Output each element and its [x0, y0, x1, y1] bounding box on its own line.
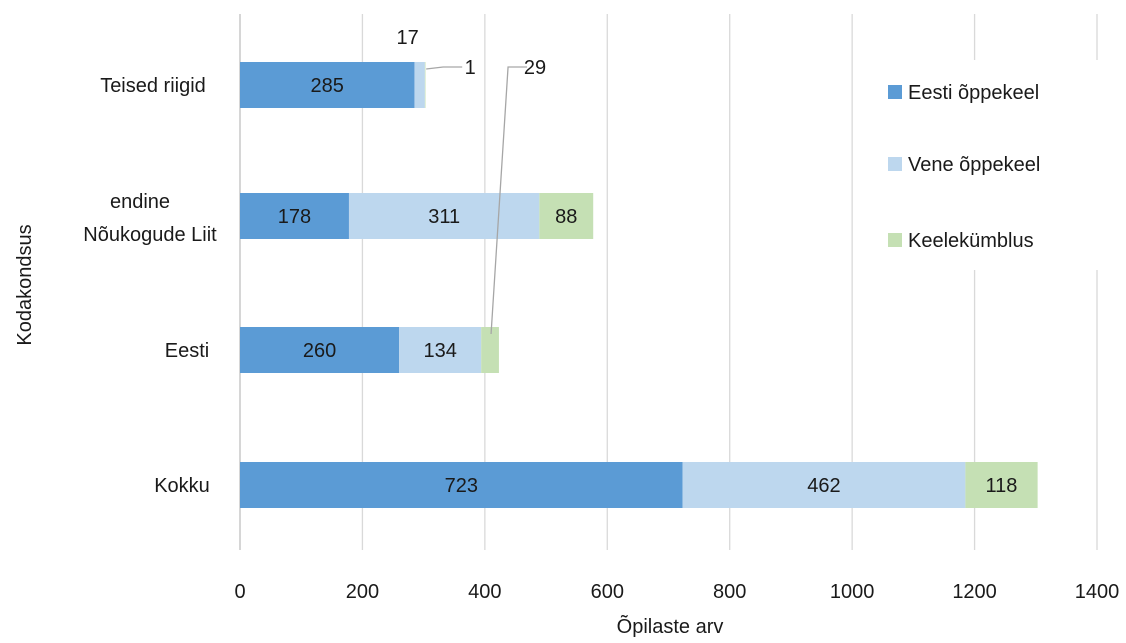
category-label-line: Nõukogude Liit [83, 224, 217, 246]
category-label: Eesti [165, 340, 209, 362]
bar-segment [424, 62, 426, 108]
data-label: 1 [465, 57, 476, 79]
data-label: 88 [555, 206, 577, 228]
x-tick-label: 1400 [1075, 581, 1120, 603]
bar-segment [539, 193, 594, 239]
category-labels: Teised riigid endine Nõukogude Liit Eesti Ko… [83, 75, 217, 497]
bar-segment [240, 193, 349, 239]
legend-swatch [888, 233, 902, 247]
x-tick-label: 600 [591, 581, 624, 603]
x-tick-label: 200 [346, 581, 379, 603]
leader-line [490, 66, 528, 335]
x-tick-label: 0 [234, 581, 245, 603]
data-label: 311 [428, 206, 460, 228]
x-tick-label: 1000 [830, 581, 875, 603]
legend-label: Eesti õppekeel [908, 82, 1039, 104]
data-label: 17 [397, 27, 419, 49]
x-tick-label: 1200 [952, 581, 997, 603]
legend-label: Vene õppekeel [908, 154, 1040, 176]
bar-segment [682, 462, 966, 508]
x-tick-label: 400 [468, 581, 501, 603]
bar-segment [240, 462, 683, 508]
bars [240, 62, 1038, 508]
bar-segment [348, 193, 540, 239]
x-tick-labels: 0 200 400 600 800 1000 1200 1400 [234, 581, 1119, 603]
bar-segment [240, 62, 415, 108]
data-label: 178 [278, 206, 311, 228]
category-label: Teised riigid [100, 75, 206, 97]
data-label: 285 [311, 75, 344, 97]
y-axis-title: Kodakondsus [14, 224, 36, 345]
category-label: endine Nõukogude Liit [83, 191, 217, 246]
data-labels: 285 17 1 178 311 88 260 134 29 723 462 118 [278, 27, 1018, 497]
bar-segment [240, 327, 400, 373]
bar-segment [481, 327, 499, 373]
data-label: 134 [423, 340, 456, 362]
legend-swatch [888, 85, 902, 99]
data-label: 462 [807, 475, 840, 497]
bar-segment [965, 462, 1038, 508]
data-label: 118 [986, 475, 1018, 497]
bar-segment [399, 327, 482, 373]
x-tick-label: 800 [713, 581, 746, 603]
data-label: 723 [445, 475, 478, 497]
legend: Eesti õppekeel Vene õppekeel Keelekümblus [858, 60, 1108, 270]
bar-segment [414, 62, 425, 108]
category-label: Kokku [154, 475, 210, 497]
data-label: 260 [303, 340, 336, 362]
data-label: 29 [524, 57, 546, 79]
legend-swatch [888, 157, 902, 171]
category-label-line: endine [110, 191, 170, 213]
x-axis-title: Õpilaste arv [617, 614, 724, 638]
leader-line [426, 66, 463, 70]
legend-label: Keelekümblus [908, 230, 1034, 252]
